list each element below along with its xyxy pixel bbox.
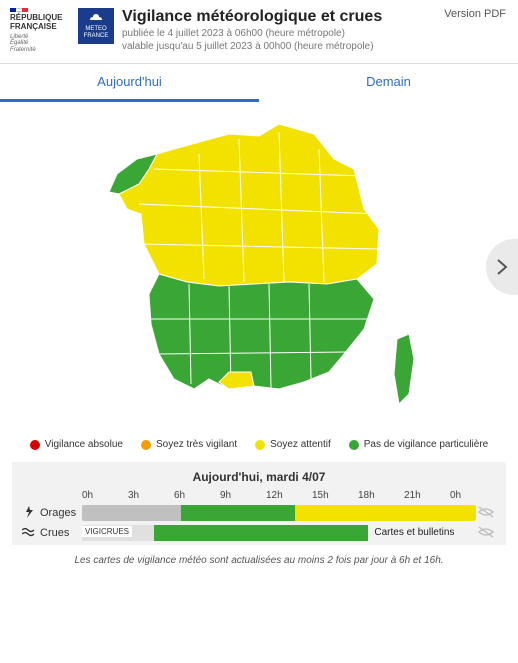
- timeline-row-crues: CruesVIGICRUES Cartes et bulletins Vigicr…: [22, 525, 496, 541]
- orages-icon: [22, 506, 36, 521]
- legend-item: Soyez attentif: [255, 439, 331, 450]
- legend-item: Vigilance absolue: [30, 439, 123, 450]
- crues-icon: [22, 527, 36, 540]
- published-line: publiée le 4 juillet 2023 à 06h00 (heure…: [122, 28, 382, 39]
- legend-label: Pas de vigilance particulière: [364, 439, 489, 450]
- valid-line: valable jusqu'au 5 juillet 2023 à 00h00 …: [122, 41, 382, 52]
- page-title: Vigilance météorologique et crues: [122, 8, 382, 26]
- legend-item: Pas de vigilance particulière: [349, 439, 489, 450]
- timeline-rows: Orages CruesVIGICRUES Cartes et bulletins …: [22, 505, 496, 541]
- footnote: Les cartes de vigilance météo sont actua…: [0, 545, 518, 576]
- timeline-title: Aujourd'hui, mardi 4/07: [22, 470, 496, 484]
- legend-dot: [141, 440, 151, 450]
- legend-dot: [30, 440, 40, 450]
- legend-item: Soyez très vigilant: [141, 439, 237, 450]
- legend-label: Soyez très vigilant: [156, 439, 237, 450]
- vigicrues-badge: VIGICRUES: [82, 526, 132, 537]
- legend: Vigilance absolue Soyez très vigilant Soye…: [0, 431, 518, 462]
- legend-label: Soyez attentif: [270, 439, 331, 450]
- meteo-france-logo: METEO FRANCE: [78, 8, 114, 44]
- title-block: Vigilance météorologique et crues publié…: [122, 8, 382, 52]
- tabs: Aujourd'hui Demain: [0, 63, 518, 102]
- legend-dot: [255, 440, 265, 450]
- timeline-label: Orages: [22, 506, 82, 521]
- tab-today[interactable]: Aujourd'hui: [0, 64, 259, 102]
- header: RÉPUBLIQUE FRANÇAISE Liberté Égalité Fra…: [0, 0, 518, 57]
- timeline-bar[interactable]: VIGICRUES Cartes et bulletins Vigicrues ▸: [82, 525, 476, 541]
- timeline-bar[interactable]: [82, 505, 476, 521]
- legend-label: Vigilance absolue: [45, 439, 123, 450]
- visibility-toggle[interactable]: [476, 506, 496, 521]
- visibility-toggle[interactable]: [476, 526, 496, 541]
- timeline-panel: Aujourd'hui, mardi 4/07 0h3h6h9h12h15h18…: [12, 462, 506, 545]
- tab-tomorrow[interactable]: Demain: [259, 64, 518, 102]
- map-container: [0, 102, 518, 431]
- gov-logo: RÉPUBLIQUE FRANÇAISE Liberté Égalité Fra…: [10, 8, 70, 53]
- france-map[interactable]: [79, 114, 439, 424]
- legend-dot: [349, 440, 359, 450]
- pdf-link[interactable]: Version PDF: [444, 8, 506, 20]
- timeline-row-orages: Orages: [22, 505, 496, 521]
- vigicrues-link[interactable]: Cartes et bulletins Vigicrues ▸: [368, 525, 476, 541]
- next-map-button[interactable]: [486, 239, 518, 295]
- timeline-label: Crues: [22, 527, 82, 540]
- timeline-hours: 0h3h6h9h12h15h18h21h0h: [22, 490, 496, 501]
